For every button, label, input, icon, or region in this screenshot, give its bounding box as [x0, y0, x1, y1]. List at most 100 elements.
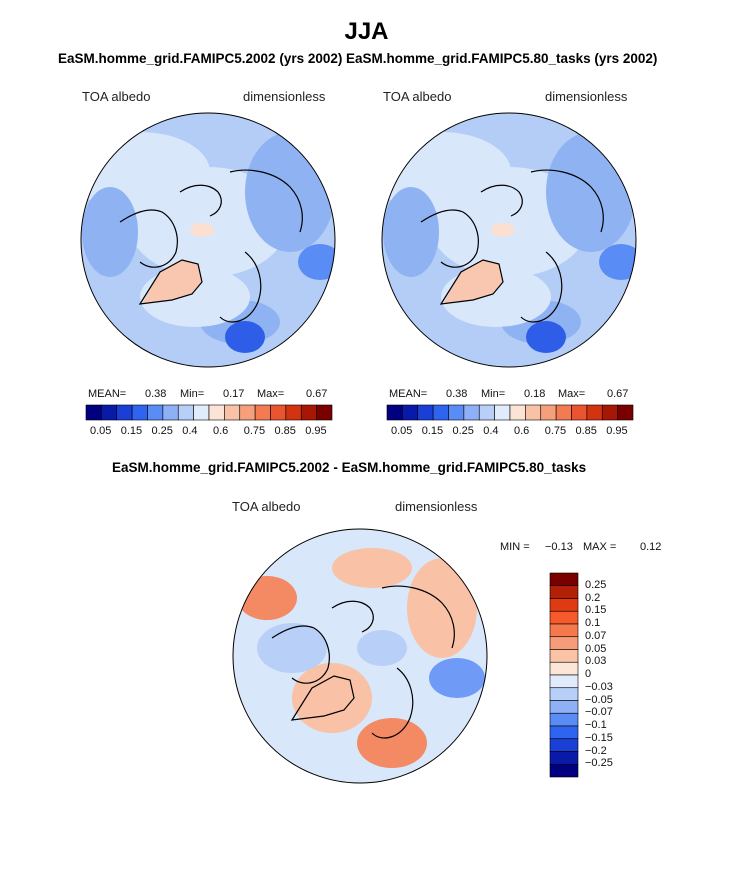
field-patch-warm-strong — [237, 576, 297, 620]
field-patch-warm — [407, 558, 477, 658]
polar-map-2 — [381, 112, 637, 368]
colorbar-tick-label: −0.1 — [585, 719, 607, 731]
colorbar-swatch — [300, 404, 317, 421]
map-field — [382, 113, 636, 367]
colorbar-tick-label: 0.85 — [575, 425, 597, 437]
colorbar-diff — [549, 572, 579, 778]
panel-3-title: EaSM.homme_grid.FAMIPC5.2002 - EaSM.homm… — [112, 460, 587, 475]
colorbar-swatch — [478, 404, 495, 421]
coastline — [290, 675, 355, 721]
map-border — [381, 112, 637, 368]
map-field — [233, 529, 487, 783]
colorbar-swatch — [85, 404, 102, 421]
colorbar-swatch — [549, 661, 579, 676]
field-patch-mid — [383, 187, 439, 277]
panel-1-title: EaSM.homme_grid.FAMIPC5.2002 (yrs 2002) — [58, 51, 343, 66]
colorbar-swatch — [270, 404, 287, 421]
colorbar-tick-label: 0.15 — [120, 425, 143, 437]
field-patch-mid — [546, 132, 636, 252]
colorbar-tick-label: 0.75 — [243, 425, 266, 437]
coastline — [530, 169, 604, 233]
field-patch-warm — [142, 260, 202, 304]
colorbar-tick-label: 0.25 — [585, 578, 607, 591]
colorbar-tick-label: 0.05 — [391, 425, 413, 437]
colorbar-tick-label: 0.2 — [585, 591, 601, 604]
panel-2-title: EaSM.homme_grid.FAMIPC5.80_tasks (yrs 20… — [346, 51, 658, 66]
colorbar-swatch — [617, 404, 634, 421]
panel-1-units: dimensionless — [243, 89, 326, 104]
colorbar-tick-label: 0.05 — [90, 425, 112, 437]
colorbar-swatch — [316, 404, 333, 421]
panel-3-min-label: MIN = — [500, 541, 530, 553]
colorbar-tick-label: 0.1 — [585, 617, 601, 629]
colorbar-swatch — [549, 687, 579, 701]
colorbar-swatch — [540, 404, 557, 421]
colorbar-swatch — [549, 700, 579, 714]
field-patch-cool-strong — [429, 658, 485, 698]
panel-3-variable: TOA albedo — [232, 499, 301, 514]
coastline — [229, 169, 303, 233]
coastline — [520, 251, 563, 323]
coastline — [271, 625, 330, 684]
colorbar-tick-label: 0.95 — [606, 425, 628, 437]
colorbar-swatch — [432, 404, 449, 421]
polar-map-diff — [232, 528, 488, 784]
panel-2-max-label: Max= — [558, 388, 586, 400]
field-patch-warm-light — [491, 223, 515, 237]
colorbar-swatch — [549, 585, 579, 599]
panel-1-max-label: Max= — [257, 388, 285, 400]
panel-2-units: dimensionless — [545, 89, 628, 104]
field-patch-cool — [257, 623, 327, 673]
field-patch-warm — [443, 260, 503, 304]
panel-2-max-value: 0.67 — [607, 388, 629, 400]
colorbar-swatch — [417, 404, 434, 421]
panel-3-max-value: 0.12 — [640, 541, 662, 553]
colorbar-swatch — [549, 610, 579, 625]
colorbar-swatch — [402, 404, 419, 421]
coastline — [119, 209, 178, 268]
colorbar-swatch — [254, 404, 271, 421]
colorbar-swatch — [386, 404, 403, 421]
colorbar-swatch — [177, 404, 194, 421]
colorbar-swatch — [116, 404, 133, 421]
colorbar-swatch — [224, 404, 241, 421]
map-border — [232, 528, 488, 784]
colorbar-tick-label: 0.95 — [305, 425, 327, 437]
field-patch-warm — [332, 548, 412, 588]
colorbar-swatch — [525, 404, 542, 421]
field-patch-deep — [526, 321, 566, 353]
colorbar-swatch — [162, 404, 179, 421]
colorbar-tick-label: 0.03 — [585, 655, 607, 668]
coastline — [381, 585, 455, 649]
panel-1-mean-value: 0.38 — [145, 388, 167, 400]
panel-1-max-value: 0.67 — [306, 388, 328, 400]
colorbar-swatch — [549, 572, 579, 587]
colorbar-panel-1 — [85, 404, 333, 421]
colorbar-swatch — [239, 404, 256, 421]
coastline — [179, 184, 222, 217]
colorbar-swatch — [131, 404, 148, 421]
colorbar-swatch — [601, 404, 618, 421]
colorbar-tick-label: 0.4 — [483, 425, 499, 437]
colorbar-swatch — [586, 404, 603, 421]
panel-2-mean-value: 0.38 — [446, 388, 468, 400]
colorbar-tick-label: −0.07 — [585, 706, 613, 719]
colorbar-swatch — [285, 404, 302, 421]
colorbar-tick-label: 0.85 — [274, 425, 296, 437]
map-border — [80, 112, 336, 368]
panel-3-min-value: −0.13 — [545, 541, 573, 553]
colorbar-tick-label: 0.6 — [514, 425, 530, 437]
colorbar-swatch — [549, 751, 579, 765]
colorbar-tick-label: 0.15 — [421, 425, 444, 437]
map-field — [81, 113, 335, 367]
colorbar-tick-label: 0.4 — [182, 425, 198, 437]
colorbar-swatch — [101, 404, 118, 421]
coastline — [480, 184, 523, 217]
colorbar-swatch — [147, 404, 164, 421]
colorbar-swatch — [494, 404, 511, 421]
panel-1-mean-label: MEAN= — [88, 388, 127, 400]
field-patch-cool — [357, 630, 407, 666]
coastline — [219, 251, 262, 323]
colorbar-tick-label: 0.15 — [585, 604, 607, 617]
panel-3-units: dimensionless — [395, 499, 478, 514]
